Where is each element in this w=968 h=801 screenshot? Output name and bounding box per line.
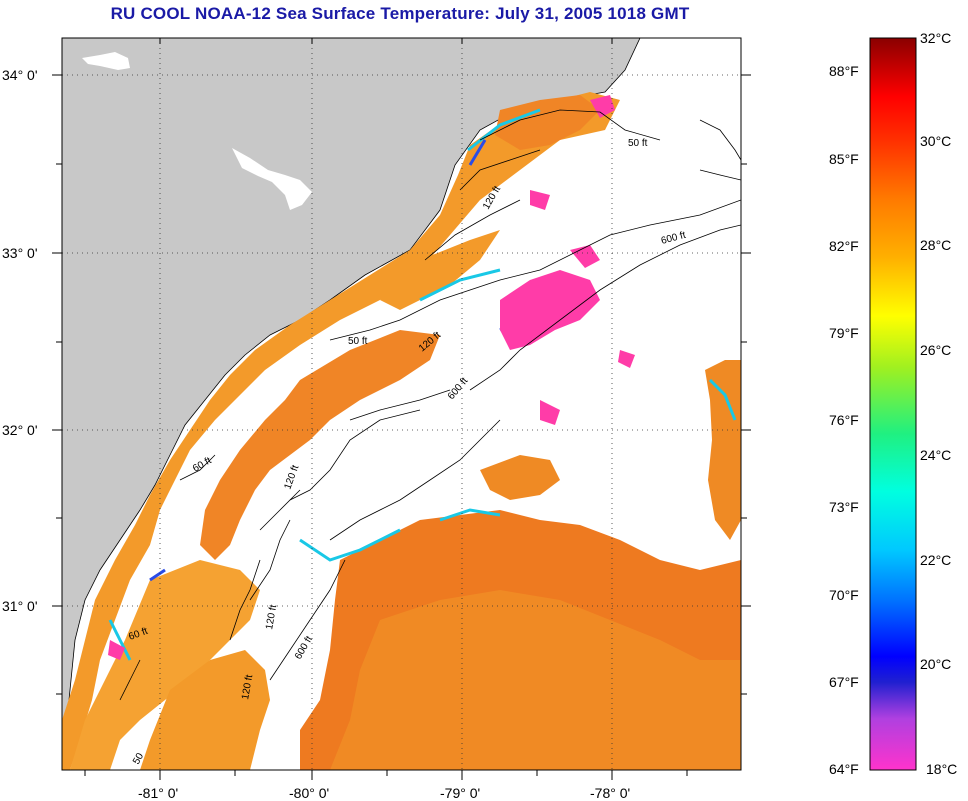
sst-cold-patches xyxy=(108,95,635,660)
color-bar: 32°C 30°C 28°C 26°C 24°C 22°C 20°C 18°C … xyxy=(829,30,957,777)
celsius-label: 24°C xyxy=(920,447,951,463)
fahrenheit-label: 70°F xyxy=(829,587,859,603)
fahrenheit-label: 79°F xyxy=(829,325,859,341)
celsius-label: 20°C xyxy=(920,656,951,672)
lat-label: 32° 0' xyxy=(2,422,38,438)
lon-label: -79° 0' xyxy=(440,785,480,801)
celsius-label: 30°C xyxy=(920,133,951,149)
sst-warm-water xyxy=(62,92,741,770)
land-cloud xyxy=(232,148,312,210)
celsius-label: 28°C xyxy=(920,237,951,253)
color-bar-gradient xyxy=(869,37,917,771)
fahrenheit-label: 67°F xyxy=(829,674,859,690)
fahrenheit-label: 88°F xyxy=(829,63,859,79)
lat-label: 31° 0' xyxy=(2,598,38,614)
land-cloud xyxy=(82,52,130,70)
lon-label: -78° 0' xyxy=(590,785,630,801)
longitude-labels: -81° 0' -80° 0' -79° 0' -78° 0' xyxy=(138,785,630,801)
lat-lon-grid xyxy=(62,38,741,770)
fahrenheit-label: 64°F xyxy=(829,761,859,777)
map-frame xyxy=(61,37,742,771)
celsius-scale: 32°C 30°C 28°C 26°C 24°C 22°C 20°C 18°C xyxy=(920,30,957,777)
celsius-label: 18°C xyxy=(926,761,957,777)
celsius-label: 32°C xyxy=(920,30,951,46)
map-title: RU COOL NOAA-12 Sea Surface Temperature:… xyxy=(110,4,690,23)
latitude-labels: 34° 0' 33° 0' 32° 0' 31° 0' xyxy=(2,67,38,614)
contour-label: 50 xyxy=(131,751,146,767)
fahrenheit-label: 85°F xyxy=(829,151,859,167)
contour-label: 120 ft xyxy=(240,674,255,701)
fahrenheit-label: 73°F xyxy=(829,499,859,515)
map-area: 50 ft 120 ft 600 ft 50 ft 120 ft 600 ft … xyxy=(62,38,741,770)
lon-label: -80° 0' xyxy=(289,785,329,801)
lat-label: 34° 0' xyxy=(2,67,38,83)
contour-label: 50 ft xyxy=(628,138,648,149)
axis-ticks xyxy=(52,38,751,780)
fahrenheit-scale: 88°F 85°F 82°F 79°F 76°F 73°F 70°F 67°F … xyxy=(829,63,859,777)
lon-label: -81° 0' xyxy=(138,785,178,801)
celsius-label: 26°C xyxy=(920,342,951,358)
contour-label: 120 ft xyxy=(264,604,279,631)
contour-label: 50 ft xyxy=(348,336,368,347)
bathymetry-contours xyxy=(119,109,741,701)
lat-label: 33° 0' xyxy=(2,245,38,261)
fahrenheit-label: 82°F xyxy=(829,238,859,254)
celsius-label: 22°C xyxy=(920,552,951,568)
fahrenheit-label: 76°F xyxy=(829,412,859,428)
